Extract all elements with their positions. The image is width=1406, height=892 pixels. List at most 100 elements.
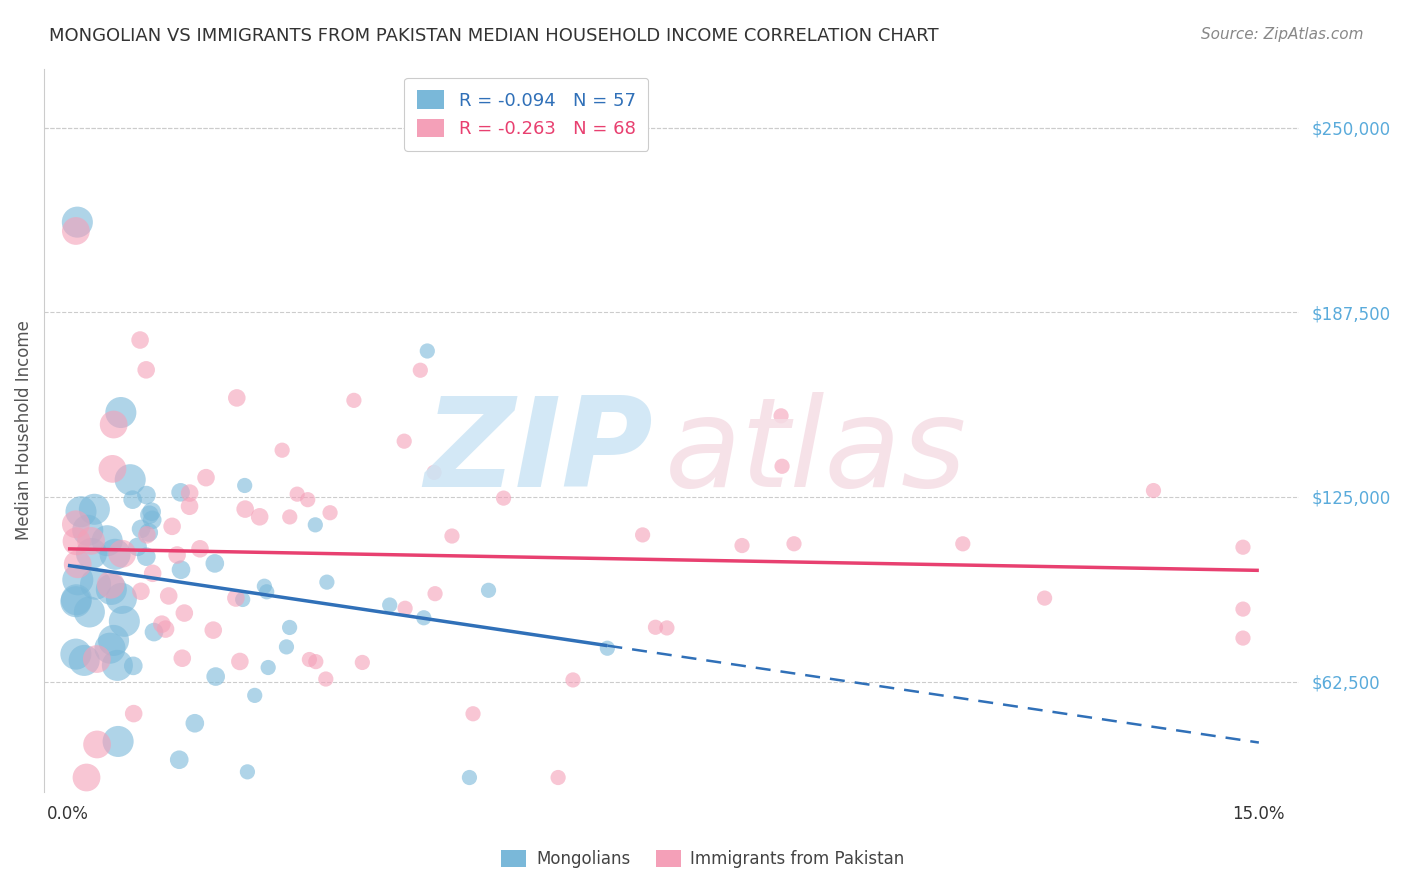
Point [315,672,337,686]
Point [458,771,481,785]
Point [141,505,163,519]
Point [79,605,101,619]
Point [142,566,165,581]
Point [233,478,256,492]
Legend: R = -0.094   N = 57, R = -0.263   N = 68: R = -0.094 N = 57, R = -0.263 N = 68 [405,78,648,151]
Point [412,611,434,625]
Point [66,573,89,587]
Text: Source: ZipAtlas.com: Source: ZipAtlas.com [1201,27,1364,42]
Point [110,405,132,419]
Point [204,669,226,683]
Point [172,651,194,665]
Legend: Mongolians, Immigrants from Pakistan: Mongolians, Immigrants from Pakistan [495,843,911,875]
Point [150,617,173,632]
Point [104,547,127,561]
Point [135,528,157,542]
Point [107,734,129,748]
Point [315,575,337,590]
Point [298,652,321,666]
Point [596,641,619,656]
Point [276,640,298,654]
Point [127,540,149,554]
Point [111,547,134,561]
Point [423,466,446,480]
Point [423,587,446,601]
Point [80,547,103,561]
Point [352,656,374,670]
Point [141,513,163,527]
Point [86,738,108,752]
Point [105,658,128,673]
Point [278,510,301,524]
Point [70,505,93,519]
Point [76,523,98,537]
Point [1232,540,1254,554]
Point [66,215,89,229]
Text: MONGOLIAN VS IMMIGRANTS FROM PAKISTAN MEDIAN HOUSEHOLD INCOME CORRELATION CHART: MONGOLIAN VS IMMIGRANTS FROM PAKISTAN ME… [49,27,939,45]
Point [160,519,183,533]
Point [135,363,157,377]
Point [1232,602,1254,616]
Point [243,689,266,703]
Point [65,534,87,549]
Point [731,539,754,553]
Point [157,589,180,603]
Point [83,502,105,516]
Point [285,487,308,501]
Point [257,660,280,674]
Point [173,606,195,620]
Point [253,579,276,593]
Point [138,508,160,522]
Point [770,459,793,474]
Point [100,578,122,592]
Point [103,633,125,648]
Point [1142,483,1164,498]
Point [169,485,191,500]
Point [770,409,793,423]
Point [202,623,225,637]
Point [166,548,188,562]
Point [86,652,108,666]
Point [305,655,328,669]
Point [98,641,121,656]
Point [319,506,342,520]
Point [225,391,247,405]
Point [65,647,87,661]
Point [1033,591,1056,606]
Point [110,591,132,606]
Text: atlas: atlas [665,392,967,513]
Point [184,716,207,731]
Point [409,363,432,377]
Point [138,525,160,540]
Point [304,517,326,532]
Point [461,706,484,721]
Point [135,549,157,564]
Point [631,528,654,542]
Point [121,492,143,507]
Point [952,537,974,551]
Point [155,622,177,636]
Point [170,563,193,577]
Point [644,620,666,634]
Point [278,620,301,634]
Point [96,533,118,548]
Point [232,592,254,607]
Point [204,557,226,571]
Point [416,343,439,358]
Point [343,393,366,408]
Point [477,583,499,598]
Point [236,764,259,779]
Point [65,595,87,609]
Point [440,529,463,543]
Point [65,592,87,607]
Point [783,537,806,551]
Point [195,470,218,484]
Point [112,615,135,629]
Point [179,500,201,514]
Point [492,491,515,505]
Point [1232,631,1254,645]
Point [120,473,142,487]
Point [179,486,201,500]
Point [100,582,122,597]
Point [122,658,145,673]
